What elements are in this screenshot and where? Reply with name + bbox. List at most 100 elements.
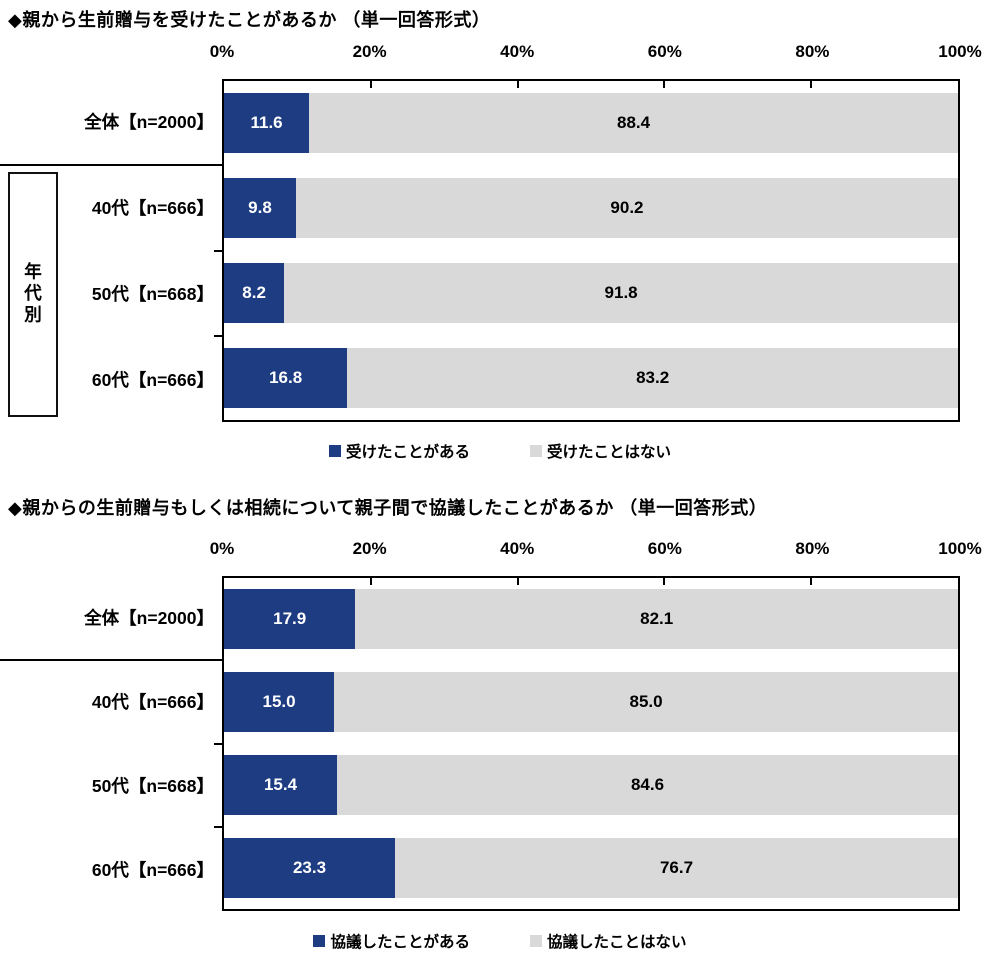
axis-tick-mark bbox=[810, 81, 813, 88]
legend-label-no: 協議したことはない bbox=[547, 934, 687, 951]
legend-item-no: 協議したことはない bbox=[530, 930, 687, 952]
bar-segment-yes[interactable]: 23.3 bbox=[224, 837, 396, 898]
bar-value-label: 88.4 bbox=[617, 113, 651, 133]
bar-segment-yes[interactable]: 8.2 bbox=[224, 262, 285, 323]
bar-segment-no[interactable]: 84.6 bbox=[337, 754, 958, 815]
category-labels: 全体【n=2000】 40代【n=666】 50代【n=668】 60代【n=666】 bbox=[0, 576, 214, 911]
axis-tick-mark bbox=[516, 81, 519, 88]
stacked-bar: 17.9 82.1 bbox=[224, 589, 958, 650]
bar-value-label: 85.0 bbox=[629, 692, 663, 712]
axis-tick-label: 100% bbox=[938, 539, 982, 558]
bar-segment-no[interactable]: 91.8 bbox=[284, 262, 958, 323]
legend: 受けたことがある 受けたことはない bbox=[0, 440, 1000, 462]
bar-row: 8.2 91.8 bbox=[224, 251, 958, 336]
bar-segment-yes[interactable]: 17.9 bbox=[224, 589, 356, 650]
bar-segment-no[interactable]: 88.4 bbox=[309, 93, 958, 154]
bar-segment-yes[interactable]: 15.4 bbox=[224, 754, 338, 815]
bar-row: 16.8 83.2 bbox=[224, 335, 958, 420]
bar-segment-no[interactable]: 76.7 bbox=[395, 837, 958, 898]
legend-swatch-yes-icon bbox=[313, 935, 326, 947]
legend-label-yes: 受けたことがある bbox=[345, 444, 470, 461]
bar-segment-yes[interactable]: 16.8 bbox=[224, 347, 348, 408]
bar-value-label: 82.1 bbox=[640, 609, 674, 629]
stacked-bar: 11.6 88.4 bbox=[224, 93, 958, 154]
bar-value-label: 91.8 bbox=[604, 282, 638, 302]
stacked-bar: 16.8 83.2 bbox=[224, 347, 958, 408]
bar-value-label: 84.6 bbox=[630, 774, 665, 794]
bar-segment-no[interactable]: 85.0 bbox=[334, 672, 958, 733]
category-label: 60代【n=666】 bbox=[91, 369, 214, 390]
bar-row: 17.9 82.1 bbox=[224, 578, 958, 661]
bar-value-label: 9.8 bbox=[248, 198, 272, 218]
bar-value-label: 83.2 bbox=[636, 367, 670, 387]
legend-label-no: 受けたことはない bbox=[547, 444, 672, 461]
x-axis: 0% 20% 40% 60% 80% 100% bbox=[210, 42, 982, 66]
chart-title: ◆親から生前贈与を受けたことがあるか （単一回答形式） bbox=[8, 10, 491, 30]
category-label: 50代【n=668】 bbox=[91, 775, 214, 796]
category-tick-mark bbox=[214, 335, 222, 337]
stacked-bar: 15.4 84.6 bbox=[224, 754, 958, 815]
category-label: 40代【n=666】 bbox=[91, 198, 214, 219]
plot-area: 11.6 88.4 9.8 90.2 8.2 91.8 16.8 83.2 bbox=[222, 79, 960, 422]
axis-tick-label: 80% bbox=[795, 539, 830, 558]
bar-segment-yes[interactable]: 11.6 bbox=[224, 93, 310, 154]
legend-swatch-no-icon bbox=[530, 935, 542, 947]
group-separator-line bbox=[0, 164, 222, 166]
bar-value-label: 15.4 bbox=[263, 774, 298, 794]
category-label: 50代【n=668】 bbox=[91, 283, 214, 304]
category-label: 全体【n=2000】 bbox=[84, 112, 214, 133]
axis-tick-label: 60% bbox=[647, 539, 682, 558]
axis-tick-label: 100% bbox=[938, 42, 982, 61]
chart-section-received-gift: ◆親から生前贈与を受けたことがあるか （単一回答形式） 0% 20% 40% 60% 8… bbox=[0, 0, 1000, 478]
legend-item-no: 受けたことはない bbox=[530, 440, 671, 462]
bar-segment-no[interactable]: 82.1 bbox=[355, 589, 958, 650]
axis-tick-mark bbox=[369, 578, 372, 585]
axis-tick-mark bbox=[369, 81, 372, 88]
chart-section-discussed-inheritance: ◆親からの生前贈与もしくは相続について親子間で協議したことがあるか （単一回答形… bbox=[0, 488, 1000, 968]
stacked-bar: 8.2 91.8 bbox=[224, 262, 958, 323]
category-tick-mark bbox=[214, 826, 222, 828]
axis-tick-label: 80% bbox=[795, 42, 830, 61]
bar-segment-yes[interactable]: 9.8 bbox=[224, 178, 296, 239]
category-tick-mark bbox=[214, 743, 222, 745]
bar-segment-no[interactable]: 83.2 bbox=[347, 347, 958, 408]
legend-swatch-yes-icon bbox=[328, 445, 341, 457]
axis-tick-mark bbox=[810, 578, 813, 585]
chart-title: ◆親からの生前贈与もしくは相続について親子間で協議したことがあるか （単一回答形… bbox=[8, 498, 768, 518]
bar-value-label: 11.6 bbox=[250, 113, 283, 133]
bar-value-label: 23.3 bbox=[292, 857, 327, 877]
axis-tick-label: 40% bbox=[500, 42, 535, 61]
category-label: 40代【n=666】 bbox=[91, 692, 214, 713]
bar-row: 23.3 76.7 bbox=[224, 826, 958, 909]
axis-tick-mark bbox=[516, 578, 519, 585]
axis-tick-mark bbox=[663, 578, 666, 585]
legend: 協議したことがある 協議したことはない bbox=[0, 930, 1000, 952]
axis-tick-label: 20% bbox=[352, 539, 387, 558]
bar-row: 9.8 90.2 bbox=[224, 166, 958, 251]
bar-value-label: 90.2 bbox=[610, 198, 644, 218]
bar-segment-yes[interactable]: 15.0 bbox=[224, 672, 335, 733]
legend-label-yes: 協議したことがある bbox=[330, 934, 470, 951]
axis-tick-label: 0% bbox=[209, 539, 235, 558]
group-label: 年代別 bbox=[22, 262, 43, 327]
bar-value-label: 15.0 bbox=[262, 692, 296, 712]
category-label: 60代【n=666】 bbox=[91, 859, 214, 880]
legend-item-yes: 協議したことがある bbox=[313, 930, 470, 952]
bar-segment-no[interactable]: 90.2 bbox=[295, 178, 958, 239]
legend-swatch-no-icon bbox=[530, 445, 542, 457]
axis-tick-label: 0% bbox=[209, 42, 235, 61]
group-separator-line bbox=[0, 659, 222, 661]
bar-value-label: 17.9 bbox=[273, 609, 307, 629]
stacked-bar: 15.0 85.0 bbox=[224, 672, 958, 733]
axis-tick-mark bbox=[663, 81, 666, 88]
bar-row: 11.6 88.4 bbox=[224, 81, 958, 166]
plot-area: 17.9 82.1 15.0 85.0 15.4 84.6 23.3 76.7 bbox=[222, 576, 960, 911]
group-label-box: 年代別 bbox=[8, 172, 58, 417]
category-labels: 全体【n=2000】 40代【n=666】 50代【n=668】 60代【n=666】 bbox=[0, 79, 214, 422]
axis-tick-label: 40% bbox=[500, 539, 535, 558]
bar-value-label: 76.7 bbox=[659, 857, 694, 877]
category-tick-mark bbox=[214, 250, 222, 252]
category-label: 全体【n=2000】 bbox=[84, 608, 214, 629]
bar-row: 15.4 84.6 bbox=[224, 744, 958, 827]
